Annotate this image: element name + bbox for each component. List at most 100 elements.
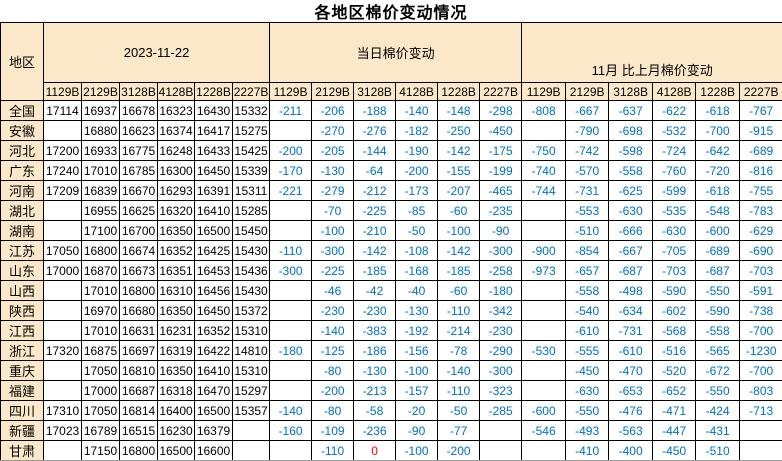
- daily-value-cell: -110: [438, 381, 480, 401]
- group-header-row: 地区 2023-11-22 当日棉价变动 11月 比上月棉价变动: [1, 23, 782, 83]
- daily-value-cell: -70: [312, 201, 354, 221]
- date-value-cell: 16430: [195, 101, 233, 121]
- daily-value-cell: -205: [312, 141, 354, 161]
- region-cell: 浙江: [1, 341, 44, 361]
- date-value-cell: 16391: [195, 181, 233, 201]
- monthly-value-cell: [522, 441, 566, 461]
- monthly-value-cell: -400: [609, 441, 653, 461]
- daily-value-cell: -80: [312, 361, 354, 381]
- daily-value-cell: -230: [354, 301, 396, 321]
- date-value-cell: 16697: [120, 341, 158, 361]
- date-value-cell: 15425: [233, 141, 270, 161]
- daily-value-cell: -130: [354, 361, 396, 381]
- daily-value-cell: -155: [438, 161, 480, 181]
- monthly-value-cell: -687: [609, 261, 653, 281]
- daily-value-cell: -230: [480, 321, 522, 341]
- monthly-value-cell: -510: [566, 221, 609, 241]
- monthly-value-cell: -629: [740, 221, 782, 241]
- monthly-value-cell: -713: [740, 401, 782, 421]
- monthly-value-cell: -672: [696, 361, 740, 381]
- date-value-cell: 16318: [158, 381, 195, 401]
- monthly-value-cell: -703: [740, 261, 782, 281]
- monthly-value-cell: -700: [696, 121, 740, 141]
- region-cell: 江苏: [1, 241, 44, 261]
- monthly-value-cell: -550: [696, 381, 740, 401]
- date-value-cell: 16800: [120, 441, 158, 461]
- monthly-value-cell: [522, 301, 566, 321]
- daily-value-cell: -85: [396, 201, 438, 221]
- daily-value-cell: -236: [354, 421, 396, 441]
- monthly-value-cell: -431: [696, 421, 740, 441]
- date-value-cell: 17150: [82, 441, 120, 461]
- daily-value-cell: -199: [480, 161, 522, 181]
- date-value-cell: 16775: [120, 141, 158, 161]
- monthly-value-cell: -703: [653, 261, 696, 281]
- date-value-cell: 16875: [82, 341, 120, 361]
- date-value-cell: 16687: [120, 381, 158, 401]
- monthly-value-cell: -637: [609, 101, 653, 121]
- daily-value-cell: -100: [438, 221, 480, 241]
- grade-code-header: 3128B: [609, 83, 653, 101]
- date-value-cell: 16320: [158, 201, 195, 221]
- monthly-value-cell: -689: [696, 241, 740, 261]
- daily-value-cell: -60: [438, 201, 480, 221]
- daily-value-cell: -465: [480, 181, 522, 201]
- date-value-cell: 17023: [44, 421, 82, 441]
- monthly-value-cell: -622: [653, 101, 696, 121]
- daily-value-cell: -173: [396, 181, 438, 201]
- daily-value-cell: -46: [312, 281, 354, 301]
- monthly-value-cell: [522, 321, 566, 341]
- monthly-value-cell: -471: [653, 401, 696, 421]
- monthly-value-cell: -642: [696, 141, 740, 161]
- monthly-value-cell: -548: [696, 201, 740, 221]
- date-value-cell: 14810: [233, 341, 270, 361]
- date-value-cell: 15275: [233, 121, 270, 141]
- region-cell: 湖南: [1, 221, 44, 241]
- daily-value-cell: -40: [396, 281, 438, 301]
- monthly-value-cell: -498: [609, 281, 653, 301]
- monthly-value-cell: [522, 381, 566, 401]
- date-value-cell: 16351: [158, 261, 195, 281]
- date-value-cell: 16673: [120, 261, 158, 281]
- daily-value-cell: -130: [396, 301, 438, 321]
- daily-value-cell: -200: [438, 441, 480, 461]
- monthly-value-cell: [522, 201, 566, 221]
- date-value-cell: 17010: [82, 281, 120, 301]
- monthly-value-cell: -450: [566, 361, 609, 381]
- daily-value-cell: -156: [396, 341, 438, 361]
- date-value-cell: 16433: [195, 141, 233, 161]
- monthly-value-cell: -625: [609, 181, 653, 201]
- date-value-cell: 16231: [158, 321, 195, 341]
- date-value-cell: [44, 361, 82, 381]
- monthly-value-cell: -630: [609, 201, 653, 221]
- monthly-value-cell: -447: [653, 421, 696, 441]
- monthly-value-cell: -634: [609, 301, 653, 321]
- date-value-cell: 17240: [44, 161, 82, 181]
- daily-value-cell: -185: [354, 261, 396, 281]
- region-cell: 福建: [1, 381, 44, 401]
- region-cell: 山东: [1, 261, 44, 281]
- monthly-value-cell: -667: [566, 101, 609, 121]
- date-value-cell: 16230: [158, 421, 195, 441]
- daily-value-cell: -200: [270, 141, 312, 161]
- monthly-value-cell: -600: [522, 401, 566, 421]
- daily-value-cell: -285: [480, 401, 522, 421]
- date-value-cell: [44, 381, 82, 401]
- date-value-cell: 15285: [233, 201, 270, 221]
- date-value-cell: 15311: [233, 181, 270, 201]
- date-value-cell: 16350: [158, 301, 195, 321]
- daily-value-cell: -60: [438, 281, 480, 301]
- daily-value-cell: -78: [438, 341, 480, 361]
- monthly-value-cell: -598: [609, 141, 653, 161]
- monthly-value-cell: -783: [740, 201, 782, 221]
- date-value-cell: 17114: [44, 101, 82, 121]
